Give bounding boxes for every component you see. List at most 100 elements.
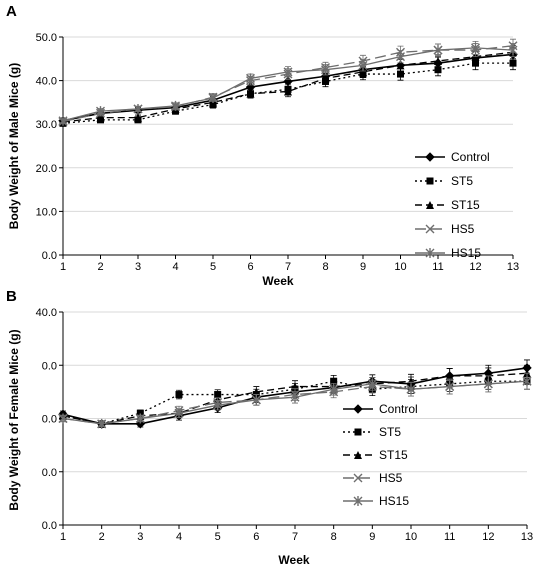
panel-b-data-point xyxy=(213,400,223,411)
panel-a-data-point xyxy=(396,51,405,62)
panel-b-x-tick-label: 13 xyxy=(521,531,533,543)
panel-a-x-tick-label: 6 xyxy=(247,261,253,273)
panel-a-data-point xyxy=(434,56,442,65)
panel-b-data-point xyxy=(58,413,68,424)
panel-b-x-tick-label: 6 xyxy=(253,531,259,543)
panel-b-data-point xyxy=(214,391,222,399)
panel-b-data-point xyxy=(252,387,261,396)
panel-a-x-tick-label: 11 xyxy=(432,261,443,273)
panel-b-legend-marker xyxy=(354,451,362,459)
panel-a-data-point xyxy=(208,93,218,104)
panel-b-x-tick-label: 12 xyxy=(482,531,494,543)
panel-b-data-point xyxy=(174,408,184,419)
panel-b-x-tick-label: 4 xyxy=(176,531,182,543)
panel-b-x-tick-label: 11 xyxy=(444,531,455,543)
panel-b-x-axis-title: Week xyxy=(278,553,309,567)
panel-a-x-tick-label: 1 xyxy=(60,261,66,273)
panel-b-x-tick-label: 2 xyxy=(99,531,105,543)
panel-a-y-tick-label: 10.0 xyxy=(36,206,57,218)
panel-a-legend-marker xyxy=(426,201,434,209)
panel-a-legend: Control ST5 ST15 HS5 HS15 xyxy=(415,150,490,260)
panel-a-data-point xyxy=(321,64,330,75)
panel-b-data-point xyxy=(290,392,300,403)
panel-b-legend-label: HS15 xyxy=(379,494,409,508)
panel-a-y-axis-title: Body Weight of Male Mice (g) xyxy=(7,63,21,229)
panel-a-data-point xyxy=(134,113,142,122)
panel-a-data-point xyxy=(397,70,404,78)
panel-a: A Body Weight of Male Mice (g) Week 0.01… xyxy=(6,3,519,288)
panel-a-data-point xyxy=(396,61,405,70)
panel-b-data-point xyxy=(522,376,532,387)
panel-a-data-point xyxy=(471,42,480,53)
panel-b-x-tick-label: 3 xyxy=(137,531,143,543)
panel-a-data-point xyxy=(133,103,143,114)
panel-a-data-point xyxy=(96,106,105,117)
panel-a-x-tick-label: 5 xyxy=(210,261,216,273)
panel-a-data-point xyxy=(284,87,292,96)
panel-a-legend-label: HS5 xyxy=(451,222,475,236)
panel-a-x-tick-label: 3 xyxy=(135,261,141,273)
panel-b-data-point xyxy=(483,378,493,389)
panel-a-legend-marker xyxy=(426,177,434,185)
panel-b-data-point xyxy=(135,413,145,424)
panel-a-letter: A xyxy=(6,3,17,20)
panel-b-plot: 0.00.00.00.040.01 2 3 4 5 6 7 8 9 10 11 12 13Control… xyxy=(36,307,534,543)
panel-b-data-point xyxy=(97,418,107,429)
panel-a-data-point xyxy=(246,89,255,98)
panel-b-letter: B xyxy=(6,288,17,305)
panel-a-plot: 0.010.020.030.040.050.01 2 3 4 5 6 7 8 9 10 11 12 13… xyxy=(36,32,520,273)
panel-b-data-point xyxy=(445,371,454,380)
panel-a-x-axis-title: Week xyxy=(262,274,293,288)
panel-b: B Body Weight of Female Mice (g) Week 0.… xyxy=(6,288,533,567)
panel-b-data-point xyxy=(251,394,261,405)
panel-a-legend-label: ST5 xyxy=(451,174,473,188)
panel-a-legend-label: HS15 xyxy=(451,246,481,260)
panel-b-y-tick-label: 0.0 xyxy=(42,520,57,532)
panel-a-y-tick-label: 0.0 xyxy=(42,250,57,262)
panel-a-data-point xyxy=(171,100,180,111)
panel-b-legend-label: HS5 xyxy=(379,471,403,485)
panel-b-y-axis-title: Body Weight of Female Mice (g) xyxy=(7,329,21,510)
panel-b-legend: Control ST5 ST15 HS5 HS15 xyxy=(343,402,418,508)
panel-b-series-hs15 xyxy=(58,372,532,429)
panel-b-legend-marker xyxy=(354,428,362,436)
panel-b-data-point xyxy=(329,384,339,395)
panel-a-data-point xyxy=(283,66,293,77)
panel-a-legend-label: ST15 xyxy=(451,198,480,212)
panel-b-x-tick-label: 1 xyxy=(60,531,66,543)
panel-b-legend-label: Control xyxy=(379,402,418,416)
panel-b-x-tick-label: 5 xyxy=(215,531,221,543)
panel-a-x-tick-label: 12 xyxy=(469,261,481,273)
panel-b-x-tick-label: 7 xyxy=(292,531,298,543)
panel-a-x-tick-label: 10 xyxy=(394,261,406,273)
panel-a-x-tick-label: 9 xyxy=(360,261,366,273)
panel-a-data-point xyxy=(321,74,330,83)
panel-a-y-tick-label: 40.0 xyxy=(36,76,57,88)
panel-b-legend-marker xyxy=(353,473,363,483)
panel-a-data-point xyxy=(359,67,367,76)
panel-a-data-point xyxy=(509,59,517,67)
panel-b-x-tick-label: 10 xyxy=(405,531,417,543)
panel-b-legend-marker xyxy=(353,496,363,506)
panel-b-data-point xyxy=(407,377,415,386)
panel-a-x-tick-label: 8 xyxy=(322,261,328,273)
panel-a-data-point xyxy=(434,66,442,74)
panel-a-legend-marker xyxy=(425,248,435,258)
panel-a-legend-marker xyxy=(425,224,435,234)
panel-b-legend-label: ST15 xyxy=(379,448,408,462)
panel-a-legend-marker xyxy=(425,152,435,162)
panel-b-x-tick-label: 9 xyxy=(369,531,375,543)
panel-b-data-point xyxy=(367,378,377,389)
panel-b-y-tick-label: 0.0 xyxy=(42,360,57,372)
panel-b-data-point xyxy=(406,384,416,395)
panel-a-y-tick-label: 20.0 xyxy=(36,163,57,175)
panel-a-y-tick-label: 50.0 xyxy=(36,32,57,44)
panel-a-x-tick-label: 2 xyxy=(97,261,103,273)
panel-a-series-hs15 xyxy=(58,40,518,126)
panel-a-data-point xyxy=(508,45,518,56)
panel-b-x-tick-label: 8 xyxy=(331,531,337,543)
panel-b-legend-label: ST5 xyxy=(379,425,401,439)
panel-a-x-tick-label: 7 xyxy=(285,261,291,273)
panel-a-data-point xyxy=(96,113,105,122)
